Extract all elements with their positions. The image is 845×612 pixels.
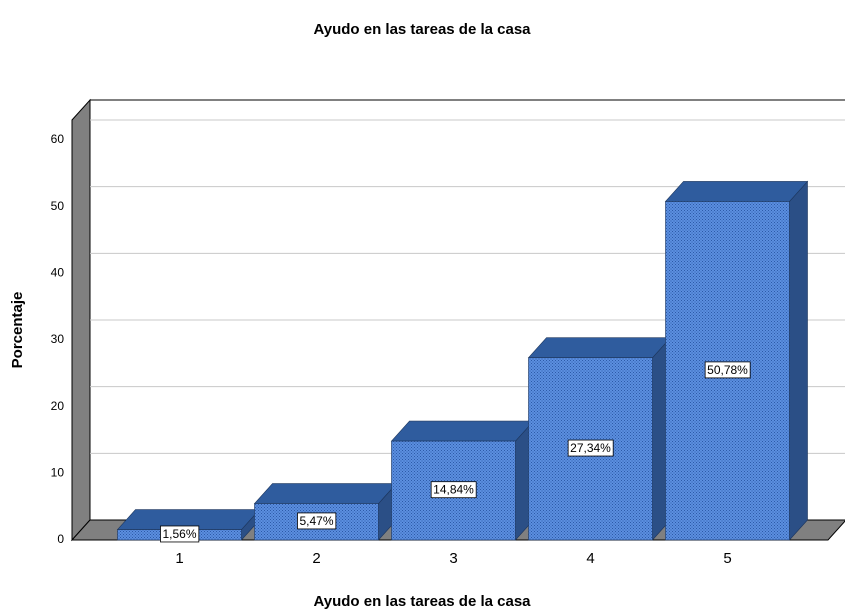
x-tick-label: 4 <box>586 550 594 567</box>
bar-top <box>664 181 809 202</box>
y-tick-label: 50 <box>51 199 65 213</box>
value-label-box <box>704 361 751 379</box>
x-tick-label: 3 <box>449 550 457 567</box>
y-tick-label: 60 <box>51 132 65 146</box>
bar-top <box>390 420 535 442</box>
value-label: 27,34% <box>570 441 611 455</box>
value-label: 5,47% <box>299 514 333 528</box>
chart-title: Ayudo en las tareas de la casa <box>313 21 531 38</box>
value-label-box <box>567 439 614 457</box>
x-tick-label: 1 <box>175 550 183 567</box>
value-label: 50,78% <box>707 363 748 377</box>
x-tick-label: 5 <box>723 550 731 567</box>
value-label: 1,56% <box>162 527 196 541</box>
bar <box>254 503 379 541</box>
bar-top <box>253 483 398 504</box>
left-wall <box>71 98 91 542</box>
bar-top <box>527 337 672 359</box>
y-axis-label: Porcentaje <box>9 292 26 369</box>
value-label: 14,84% <box>433 483 474 497</box>
y-tick-label: 20 <box>51 399 65 413</box>
bar-side <box>789 180 808 541</box>
y-tick-label: 0 <box>57 532 64 546</box>
value-label-box <box>297 512 337 530</box>
y-tick-label: 40 <box>51 266 65 280</box>
x-tick-label: 2 <box>312 550 320 567</box>
y-tick-label: 10 <box>51 466 65 480</box>
y-tick-label: 30 <box>51 332 65 346</box>
value-label-box <box>430 481 477 499</box>
x-axis-label: Ayudo en las tareas de la casa <box>313 593 531 610</box>
value-label-box <box>160 525 200 543</box>
